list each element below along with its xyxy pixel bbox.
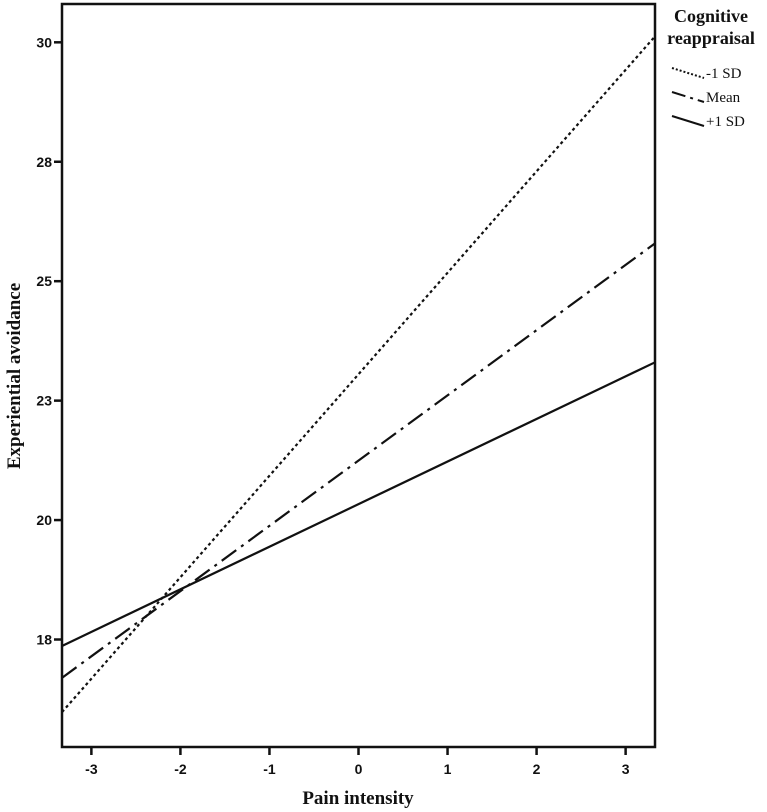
legend: Cognitive reappraisal -1 SD Mean +1 SD xyxy=(667,6,755,130)
y-tick-label: 25 xyxy=(36,273,52,289)
x-tick-label: 2 xyxy=(533,761,541,777)
legend-label: +1 SD xyxy=(706,114,745,130)
x-tick-label: -1 xyxy=(263,761,276,777)
y-tick-label: 18 xyxy=(36,632,52,648)
y-tick-label: 23 xyxy=(36,393,52,409)
series-line-dotted xyxy=(61,35,656,713)
legend-swatch-solid xyxy=(671,115,705,127)
legend-swatch-dotted xyxy=(671,67,705,79)
y-axis: 18 20 23 25 28 30 xyxy=(36,34,62,648)
y-tick-label: 28 xyxy=(36,154,52,170)
legend-label: -1 SD xyxy=(706,66,742,82)
series-lines xyxy=(61,35,656,713)
y-tick-label: 20 xyxy=(36,512,52,528)
x-axis: -3 -2 -1 0 1 2 3 xyxy=(85,747,630,777)
x-tick-label: 1 xyxy=(444,761,452,777)
legend-label: Mean xyxy=(706,90,741,106)
x-tick-label: 3 xyxy=(622,761,630,777)
x-tick-label: -2 xyxy=(174,761,187,777)
legend-swatch-dashdot xyxy=(671,91,705,103)
y-axis-title: Experiential avoidance xyxy=(4,283,25,469)
series-line-dashdot xyxy=(61,242,656,679)
y-tick-label: 30 xyxy=(36,34,52,50)
series-line-solid xyxy=(61,361,656,647)
legend-title-line-2: reappraisal xyxy=(667,28,755,48)
legend-title-line-1: Cognitive xyxy=(674,6,748,26)
x-axis-title: Pain intensity xyxy=(302,788,414,809)
x-tick-label: -3 xyxy=(85,761,98,777)
x-tick-label: 0 xyxy=(355,761,363,777)
plot-frame xyxy=(60,2,657,749)
